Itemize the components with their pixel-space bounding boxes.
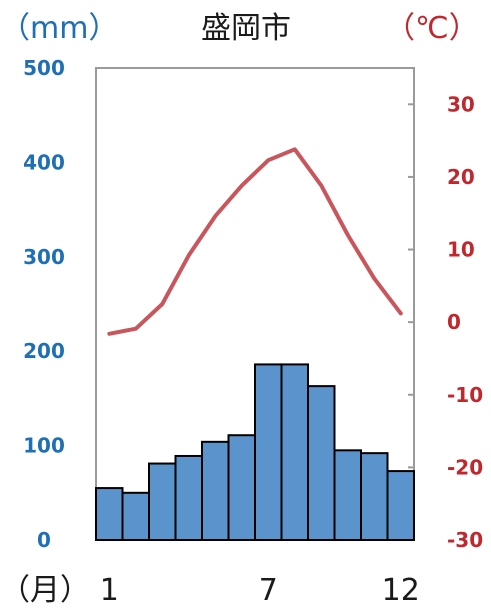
temperature-point-month-4 [188, 254, 190, 256]
temperature-point-month-12 [400, 312, 402, 314]
temp-tick-label: 10 [447, 238, 475, 262]
temperature-point-month-11 [373, 278, 375, 280]
temp-tick-label: 20 [447, 165, 475, 189]
temp-axis: -30 -20 -10 0 10 20 30 [408, 92, 483, 552]
precip-unit-label: （mm） [0, 11, 118, 46]
temp-unit-label: （℃） [385, 11, 479, 46]
precip-bar-month-5 [201, 440, 230, 542]
precip-bars [95, 363, 415, 542]
temperature-point-month-9 [320, 185, 322, 187]
precip-axis: 0 100 200 300 400 500 [23, 56, 65, 552]
month-tick-label: 1 [100, 573, 119, 608]
temperature-line [107, 147, 403, 336]
precip-bar-month-7 [254, 363, 283, 541]
precip-tick-label: 500 [23, 56, 65, 80]
precip-bar-month-4 [174, 454, 203, 542]
temp-tick-label: 30 [447, 92, 475, 116]
month-axis: 1 7 12 [100, 573, 420, 608]
temperature-point-month-6 [241, 185, 243, 187]
temp-line-layer [107, 147, 403, 336]
precip-bar-month-3 [148, 462, 177, 542]
precip-tick-label: 100 [23, 434, 65, 458]
precip-bar-month-11 [360, 452, 389, 542]
temperature-point-month-1 [108, 333, 110, 335]
precip-bar-month-10 [333, 449, 362, 542]
precip-bar-month-2 [121, 491, 150, 541]
temp-tick-label: -10 [447, 383, 483, 407]
precip-tick-label: 0 [37, 528, 51, 552]
temperature-point-month-10 [347, 234, 349, 236]
month-tick-label: 7 [259, 573, 278, 608]
precip-bar-month-6 [227, 434, 256, 541]
month-unit-label: （月） [0, 573, 90, 608]
temperature-point-month-3 [161, 303, 163, 305]
precip-tick-label: 400 [23, 150, 65, 174]
temperature-point-month-8 [294, 148, 296, 150]
precip-tick-label: 300 [23, 245, 65, 269]
temp-tick-label: -30 [447, 528, 483, 552]
chart-title: 盛岡市 [201, 11, 291, 46]
month-tick-label: 12 [382, 573, 420, 608]
precip-bar-month-9 [307, 385, 336, 541]
temperature-point-month-5 [214, 215, 216, 217]
temp-tick-label: 0 [447, 310, 461, 334]
temperature-point-month-7 [267, 159, 269, 161]
precip-tick-label: 200 [23, 339, 65, 363]
temp-tick-label: -20 [447, 455, 483, 479]
precip-bar-month-8 [280, 363, 309, 541]
temperature-point-month-2 [135, 328, 137, 330]
precip-bar-month-1 [95, 487, 124, 541]
precip-bar-month-12 [386, 470, 415, 542]
